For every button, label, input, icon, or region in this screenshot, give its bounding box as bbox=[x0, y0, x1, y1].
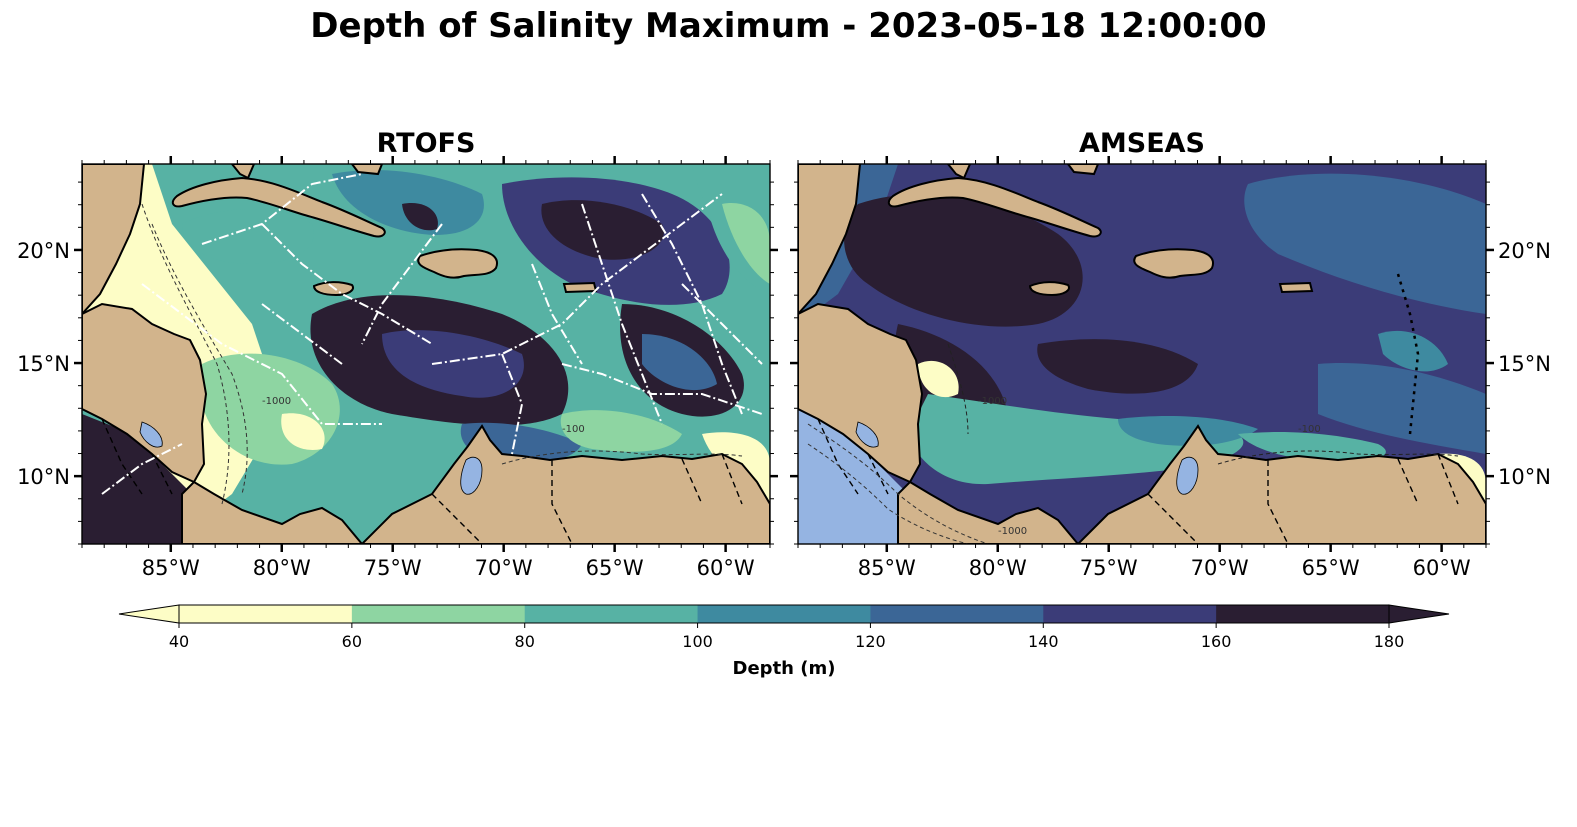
lon-tick-label: 75°W bbox=[364, 556, 422, 580]
lon-tick-label: 60°W bbox=[1413, 556, 1471, 580]
amseas-map: -1000 -100 -1000 bbox=[798, 164, 1486, 544]
colorbar-tick-label: 80 bbox=[515, 632, 535, 651]
colorbar-segment bbox=[351, 605, 526, 623]
lat-tick-label: 20°N bbox=[1498, 239, 1551, 263]
colorbar-segment bbox=[1216, 605, 1390, 623]
colorbar-segment bbox=[524, 605, 699, 623]
lon-tick-label: 70°W bbox=[1191, 556, 1249, 580]
lon-tick-label: 65°W bbox=[586, 556, 644, 580]
contour-label: -100 bbox=[562, 424, 585, 435]
contour-label: -1000 bbox=[998, 526, 1027, 537]
colorbar-tick-label: 120 bbox=[855, 632, 886, 651]
colorbar-segment bbox=[1043, 605, 1217, 623]
contour-label: -100 bbox=[1298, 424, 1321, 435]
map-axes: 85°W 80°W 75°W 70°W 65°W 60°W 20°N 15°N 10°N 85°W… bbox=[17, 156, 1551, 580]
colorbar-over-extend bbox=[1388, 604, 1450, 624]
colorbar-frame bbox=[178, 604, 1390, 624]
lat-tick-label: 15°N bbox=[1498, 352, 1551, 376]
figure-title: Depth of Salinity Maximum - 2023-05-18 1… bbox=[310, 6, 1267, 46]
rtofs-map-frame bbox=[81, 163, 771, 545]
colorbar-label: Depth (m) bbox=[733, 658, 836, 679]
lat-tick-label: 20°N bbox=[17, 239, 70, 263]
colorbar-tick-label: 60 bbox=[342, 632, 362, 651]
lon-tick-label: 60°W bbox=[697, 556, 755, 580]
lon-tick-label: 85°W bbox=[858, 556, 916, 580]
colorbar-tick-label: 140 bbox=[1028, 632, 1059, 651]
colorbar-tick-label: 160 bbox=[1201, 632, 1232, 651]
colorbar-segment bbox=[870, 605, 1044, 623]
colorbar-under-extend bbox=[118, 604, 180, 624]
lon-tick-label: 75°W bbox=[1080, 556, 1138, 580]
colorbar-tick-label: 100 bbox=[682, 632, 713, 651]
lat-tick-label: 10°N bbox=[17, 465, 70, 489]
colorbar-segment bbox=[179, 605, 353, 623]
colorbar-tick-label: 180 bbox=[1374, 632, 1405, 651]
panel-title-amseas: AMSEAS bbox=[1079, 128, 1205, 159]
lon-tick-label: 80°W bbox=[253, 556, 311, 580]
contour-label: -1000 bbox=[978, 396, 1007, 407]
panel-title-rtofs: RTOFS bbox=[376, 128, 476, 159]
rtofs-map: -1000 -100 bbox=[82, 164, 770, 544]
lon-tick-label: 70°W bbox=[475, 556, 533, 580]
colorbar: 40 60 80 100 120 140 160 180 bbox=[118, 604, 1450, 651]
colorbar-segment bbox=[697, 605, 871, 623]
lat-tick-label: 10°N bbox=[1498, 465, 1551, 489]
lon-tick-label: 65°W bbox=[1302, 556, 1360, 580]
lon-tick-label: 80°W bbox=[969, 556, 1027, 580]
colorbar-tick-label: 40 bbox=[169, 632, 189, 651]
lat-tick-label: 15°N bbox=[17, 352, 70, 376]
contour-label: -1000 bbox=[262, 396, 291, 407]
amseas-map-frame bbox=[797, 163, 1487, 545]
lon-tick-label: 85°W bbox=[142, 556, 200, 580]
